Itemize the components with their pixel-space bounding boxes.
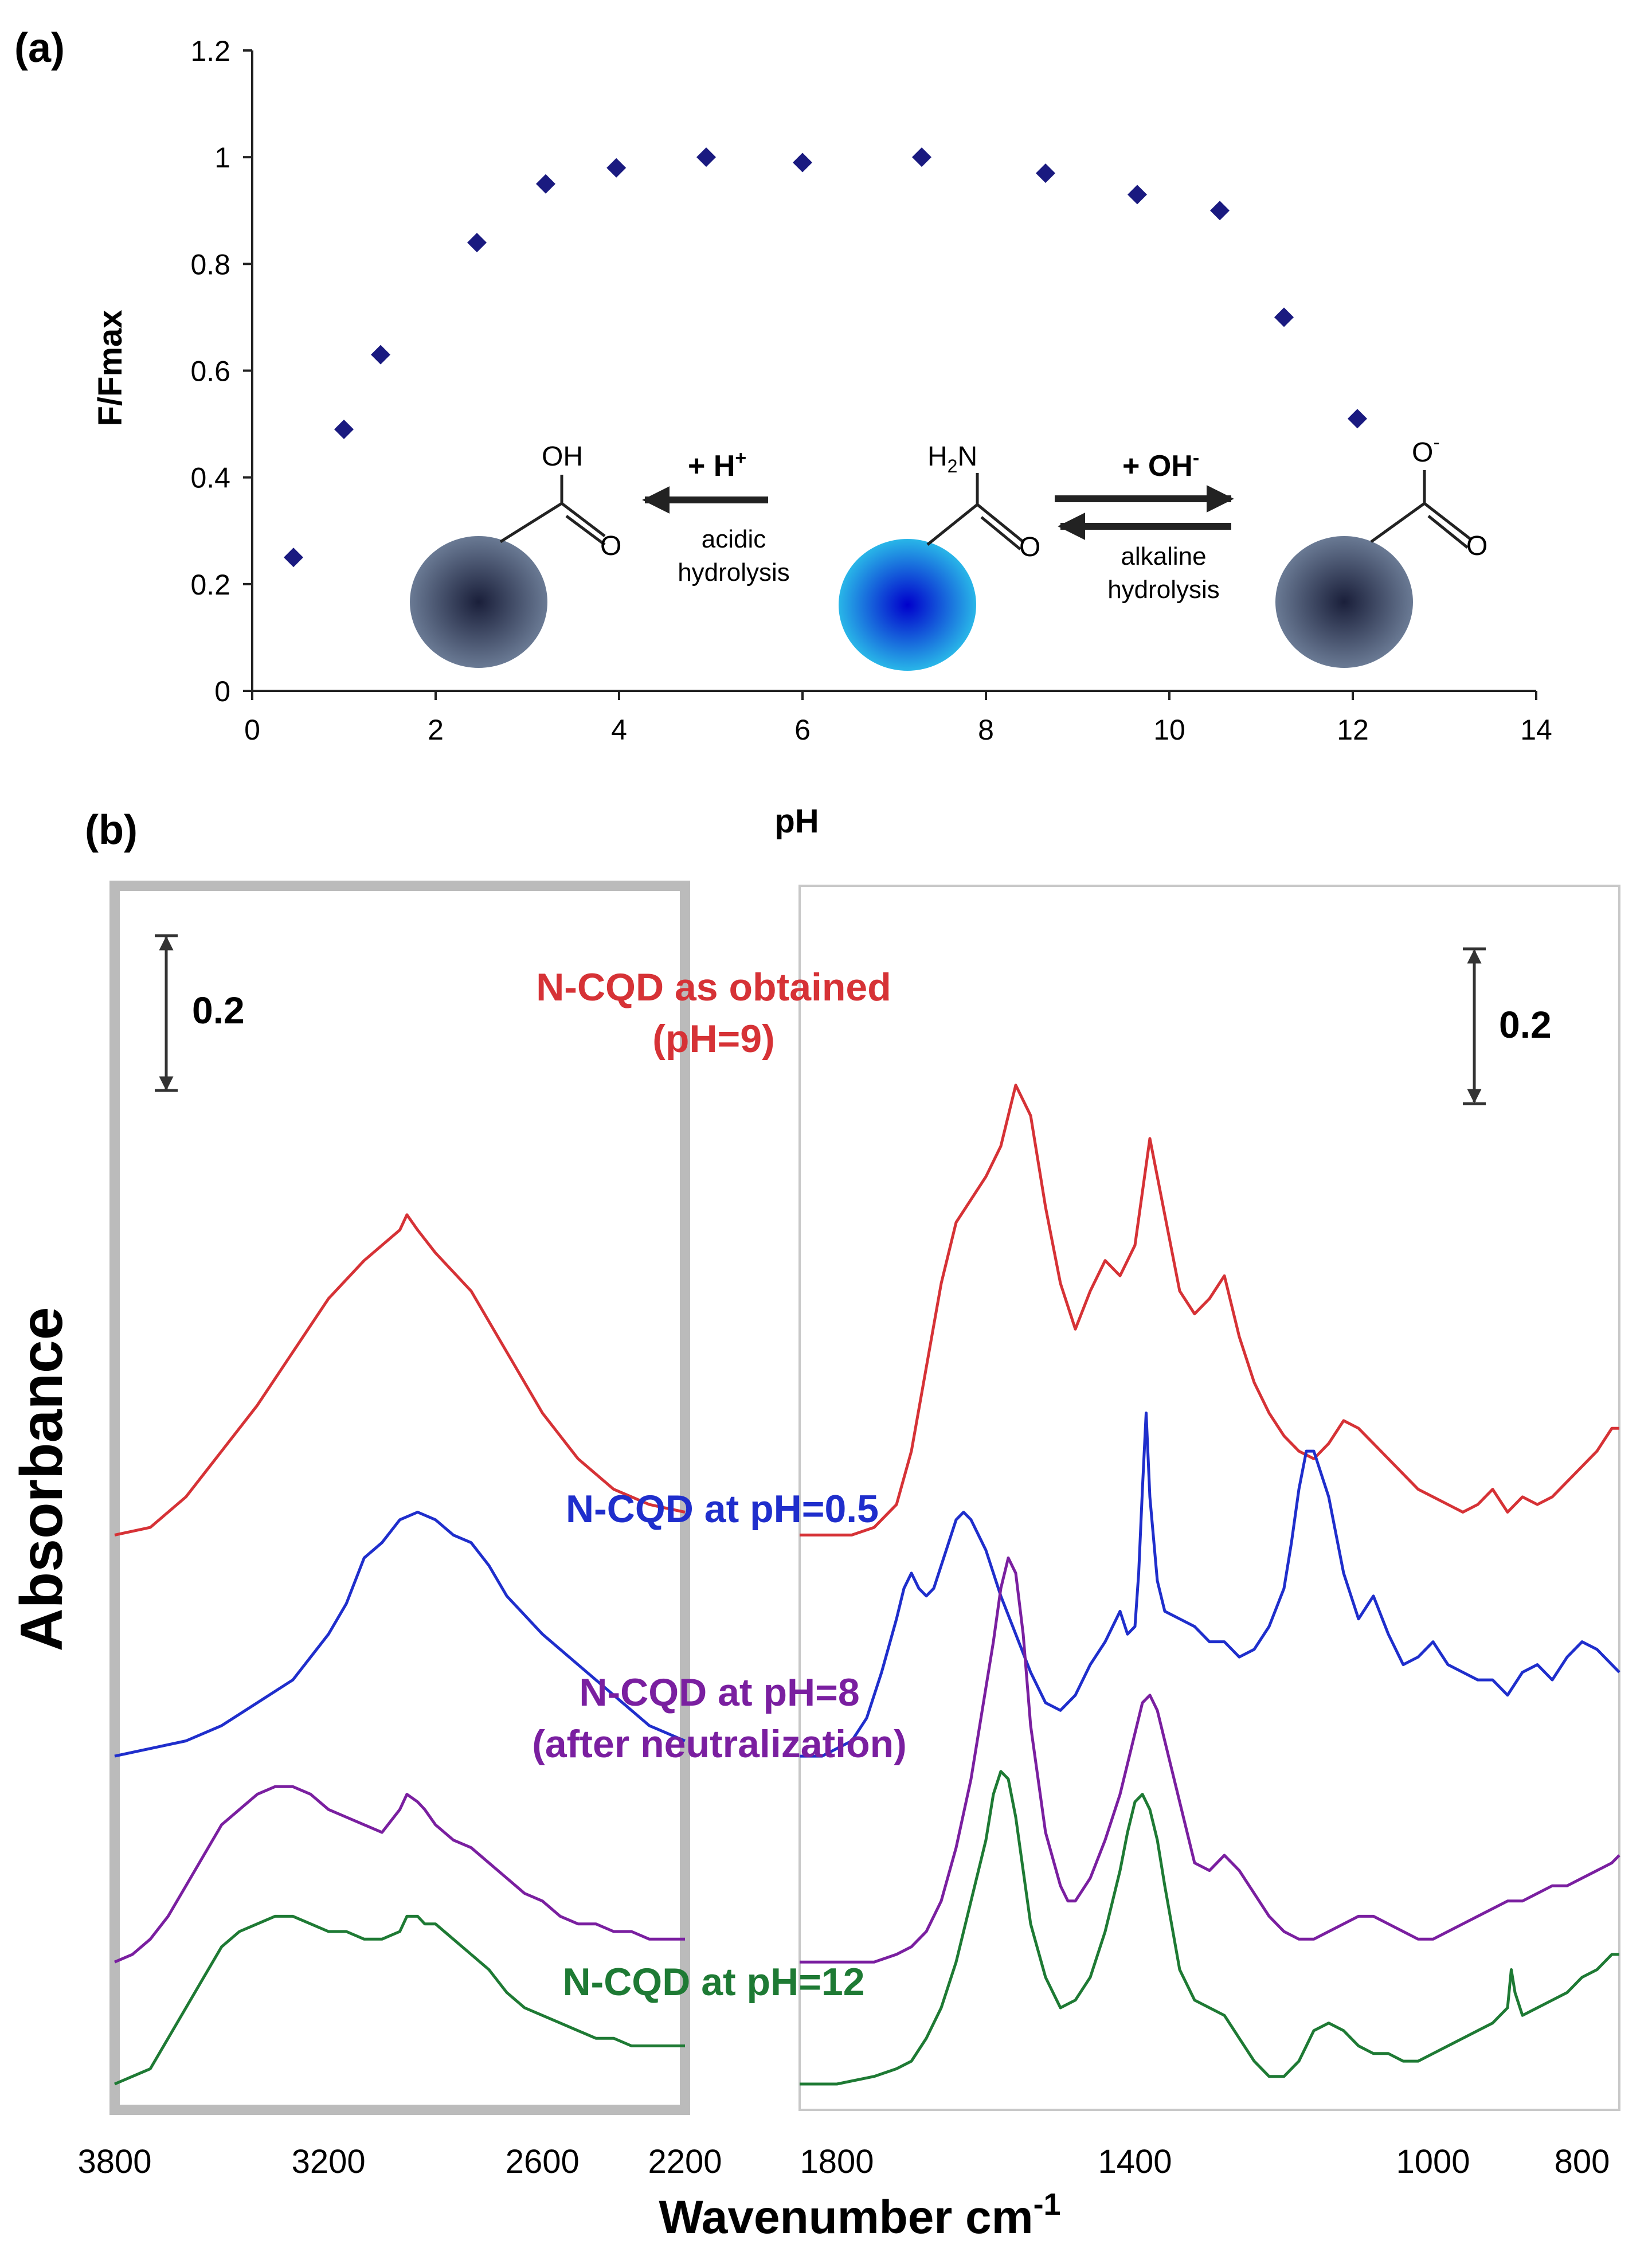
data-point	[536, 174, 555, 194]
data-point	[1128, 185, 1147, 205]
alkaline-reaction-label: + OH-	[1122, 447, 1199, 483]
series-label-ph05: N-CQD at pH=0.5	[566, 1487, 879, 1531]
quantum-dot-acid	[410, 536, 547, 668]
spectrum-line-2-left	[114, 1785, 685, 1964]
x-tick-label: 1400	[1098, 2143, 1172, 2180]
x-tick-label: 1000	[1396, 2143, 1470, 2180]
series-label-obtained-line1: N-CQD as obtained	[536, 965, 891, 1009]
x-tick-label: 2	[428, 714, 444, 746]
x-tick-label: 6	[794, 714, 811, 746]
x-tick-label: 14	[1520, 714, 1552, 746]
right-plot-frame	[798, 885, 1620, 2111]
panel-a-ticks: 0 0.2 0.4 0.6 0.8 1 1.2 0 2 4 6 8 10 12 14	[190, 35, 1552, 746]
spectrum-line-1-left	[114, 1511, 686, 1758]
carbonyl-double-bond-left	[565, 514, 606, 546]
spectrum-line-3-left	[114, 1914, 685, 2086]
y-tick-label: 0.4	[190, 462, 230, 494]
y-tick-label: 0.6	[190, 355, 230, 388]
x-tick-label: 800	[1555, 2143, 1610, 2180]
x-tick-label: 8	[978, 714, 994, 746]
amine-label: H2N	[927, 441, 977, 476]
data-point	[1348, 409, 1367, 429]
left-plot-frame	[109, 881, 690, 2115]
reaction-scheme: OH O + H+ acidic hydrolysis H2N O + OH- …	[410, 432, 1487, 671]
y-tick-label: 0.8	[190, 248, 230, 280]
panel-a-label: (a)	[14, 25, 65, 71]
y-tick-label: 0	[214, 675, 230, 707]
series-label-ph12: N-CQD at pH=12	[562, 1960, 864, 2004]
panel-b-ticks: 3800 3200 2600 2200 1800 1400 1000 800	[77, 2143, 1610, 2180]
x-tick-label: 3800	[77, 2143, 151, 2180]
scale-bar-right-label: 0.2	[1499, 1003, 1552, 1046]
data-point	[1210, 201, 1230, 221]
acid-condition-line1: acidic	[702, 525, 766, 553]
series-label-ph8-line2: (after neutralization)	[532, 1722, 907, 1766]
carbonyl-o-right: O	[1466, 531, 1487, 561]
acid-reaction-label: + H+	[688, 447, 746, 483]
panel-b-spectra	[114, 1084, 1620, 2086]
quantum-dot-carboxylate	[1275, 536, 1413, 668]
series-label-ph8-line1: N-CQD at pH=8	[579, 1671, 859, 1714]
x-tick-label: 10	[1153, 714, 1185, 746]
x-tick-label: 3200	[292, 2143, 366, 2180]
alkaline-condition-line2: hydrolysis	[1107, 576, 1220, 604]
panel-a-points	[284, 147, 1367, 568]
x-axis-label-wavenumber: Wavenumber cm-1	[659, 2187, 1060, 2243]
carboxylate-double-bond	[1427, 515, 1469, 549]
x-axis-label-ph: pH	[774, 803, 819, 840]
carbonyl-o-center: O	[1019, 532, 1040, 562]
scale-bar-left: 0.2	[155, 934, 245, 1092]
x-tick-label: 0	[244, 714, 260, 746]
panel-b-ftir: (b) 3800 3200 2600 2200 1800 1400 1000 800 0.2 …	[9, 807, 1620, 2243]
x-tick-label: 12	[1337, 714, 1369, 746]
y-tick-label: 1	[214, 142, 230, 174]
scale-bar-left-label: 0.2	[192, 989, 245, 1031]
data-point	[284, 548, 303, 568]
acid-condition-line2: hydrolysis	[678, 558, 790, 587]
data-point	[912, 147, 931, 167]
x-tick-label: 1800	[800, 2143, 874, 2180]
panel-b-label: (b)	[85, 807, 138, 853]
carbonyl-o-left: O	[600, 531, 621, 561]
y-tick-label: 0.2	[190, 569, 230, 601]
spectrum-line-0-right	[800, 1084, 1619, 1537]
carboxylate-o-top: O-	[1412, 432, 1440, 468]
data-point	[467, 233, 487, 253]
spectrum-line-0-left	[114, 1213, 686, 1537]
data-point	[696, 147, 716, 167]
data-point	[606, 158, 627, 178]
x-tick-label: 2200	[648, 2143, 722, 2180]
data-point	[334, 419, 354, 439]
alkaline-condition-line1: alkaline	[1121, 542, 1206, 570]
x-tick-label: 4	[611, 714, 627, 746]
series-label-obtained-line2: (pH=9)	[652, 1017, 774, 1061]
quantum-dot-amide	[839, 539, 976, 671]
data-point	[371, 345, 390, 365]
scale-bar-right: 0.2	[1463, 947, 1552, 1105]
data-point	[1274, 307, 1294, 327]
carboxyl-bond-left	[499, 501, 606, 544]
spectrum-line-2-right	[800, 1556, 1620, 1964]
y-axis-label-absorbance: Absorbance	[9, 1307, 75, 1651]
amide-double-bond	[980, 516, 1021, 550]
spectrum-line-1-right	[800, 1412, 1620, 1758]
data-point	[1036, 163, 1055, 183]
hydroxyl-label: OH	[542, 441, 583, 472]
panel-a-scatter: (a) 00.20.40.60.811.20 2 4 6 8 10 12 14 F/Fmax …	[14, 25, 1552, 840]
data-point	[793, 153, 812, 173]
y-tick-label: 1.2	[190, 35, 230, 67]
y-axis-label-f-fmax: F/Fmax	[92, 310, 129, 426]
x-tick-label: 2600	[506, 2143, 580, 2180]
spectrum-line-3-right	[800, 1770, 1619, 2086]
